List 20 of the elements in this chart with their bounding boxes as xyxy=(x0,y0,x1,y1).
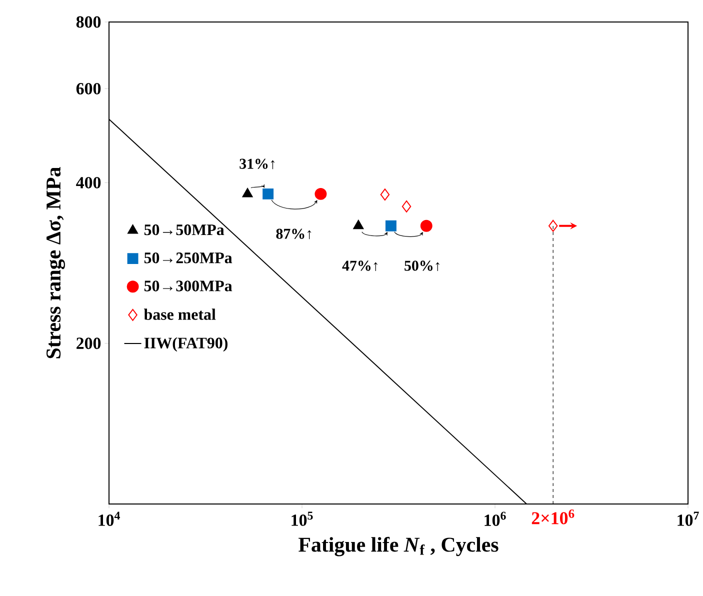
x-tick-label: 10$^{6}$ xyxy=(484,512,506,526)
legend-label: 50→300MPa xyxy=(144,280,232,292)
annotation: 87%↑ xyxy=(276,228,312,240)
legend-label: base metal xyxy=(144,308,216,320)
y-tick-label: 400 xyxy=(76,176,101,188)
x-tick-label: 10$^{7}$ xyxy=(678,512,699,526)
annotation: 47%↑ xyxy=(342,260,378,272)
legend-label: 50→250MPa xyxy=(144,252,232,264)
y-tick-label: 200 xyxy=(76,338,101,350)
legend-label: IIW(FAT90) xyxy=(144,337,228,352)
legend-label: 50→50MPa xyxy=(144,224,224,236)
annotation: 31%↑ xyxy=(240,158,274,170)
y-tick-label: 800 xyxy=(76,16,101,28)
y-axis-title: Stress range Δσ, MPa xyxy=(46,167,65,358)
annotation: 50%↑ xyxy=(404,260,440,272)
x-tick-label: 10$^{5}$ xyxy=(292,512,313,526)
y-tick-label: 600 xyxy=(76,82,101,94)
x-axis-title: Fatigue life N$_{f}$ , Cycles xyxy=(298,536,498,556)
x-tick-label: 10$^{4}$ xyxy=(98,512,120,526)
ref-line-label: 2×10$^{6}$ xyxy=(532,510,574,524)
